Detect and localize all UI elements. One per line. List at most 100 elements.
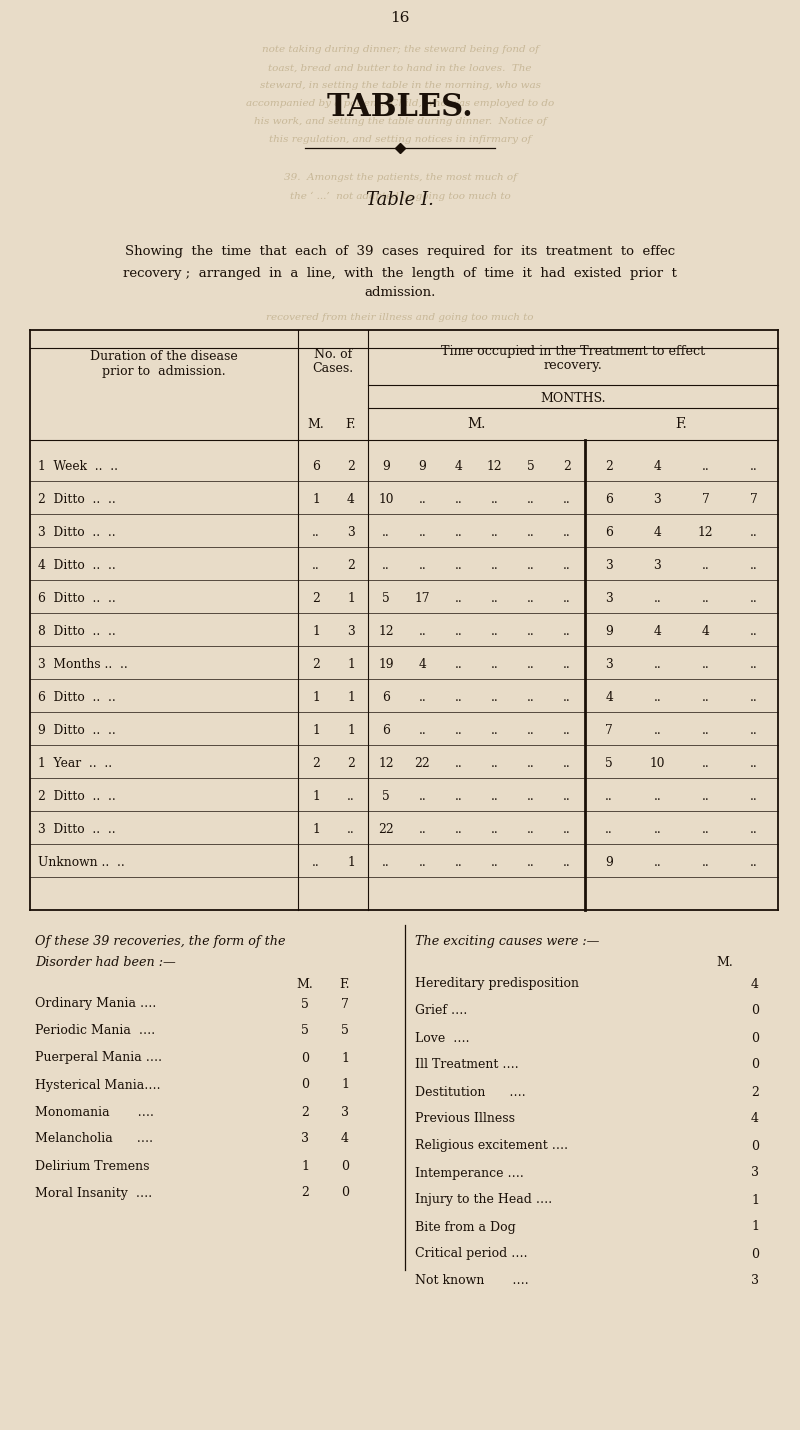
Text: Religious excitement ….: Religious excitement …. [415,1140,568,1153]
Text: 39.  Amongst the patients, the most much of: 39. Amongst the patients, the most much … [283,173,517,183]
Text: ..: .. [454,724,462,736]
Text: 12: 12 [378,756,394,769]
Text: ..: .. [563,857,570,869]
Text: 7: 7 [750,493,758,506]
Text: 3: 3 [751,1167,759,1180]
Text: ..: .. [490,658,498,671]
Text: The exciting causes were :—: The exciting causes were :— [415,935,599,948]
Text: 9: 9 [418,460,426,473]
Text: ..: .. [490,824,498,837]
Text: ..: .. [750,625,758,638]
Text: 5: 5 [382,592,390,605]
Text: 7: 7 [341,998,349,1011]
Text: 0: 0 [341,1187,349,1200]
Text: ..: .. [563,789,570,804]
Text: 1: 1 [347,691,355,704]
Text: 12: 12 [378,625,394,638]
Text: 0: 0 [341,1160,349,1173]
Text: ..: .. [527,756,534,769]
Text: 1: 1 [347,857,355,869]
Text: his work, and setting the table during dinner.  Notice of: his work, and setting the table during d… [254,117,546,126]
Text: Duration of the disease: Duration of the disease [90,350,238,363]
Text: ..: .. [490,691,498,704]
Text: 0: 0 [751,1140,759,1153]
Text: 4: 4 [454,460,462,473]
Text: 1: 1 [751,1220,759,1234]
Text: recovered from their illness and going too much to: recovered from their illness and going t… [266,313,534,323]
Text: this regulation, and setting notices in infirmary of: this regulation, and setting notices in … [269,136,531,144]
Text: prior to  admission.: prior to admission. [102,366,226,379]
Text: ..: .. [454,493,462,506]
Text: 3: 3 [606,592,613,605]
Text: ..: .. [702,756,710,769]
Text: ..: .. [347,789,355,804]
Text: ..: .. [418,857,426,869]
Text: 19: 19 [378,658,394,671]
Text: ..: .. [527,857,534,869]
Text: toast, bread and butter to hand in the loaves.  The: toast, bread and butter to hand in the l… [268,63,532,73]
Text: 3: 3 [606,559,613,572]
Text: Delirium Tremens: Delirium Tremens [35,1160,150,1173]
Text: 1: 1 [301,1160,309,1173]
Text: ..: .. [563,526,570,539]
Text: Periodic Mania  ….: Periodic Mania …. [35,1024,155,1038]
Text: 0: 0 [751,1004,759,1018]
Text: 1: 1 [751,1194,759,1207]
Text: 3  Ditto  ..  ..: 3 Ditto .. .. [38,824,116,837]
Text: 3: 3 [751,1274,759,1287]
Text: 3: 3 [654,559,662,572]
Text: ..: .. [527,789,534,804]
Text: Not known       ….: Not known …. [415,1274,529,1287]
Text: 4: 4 [654,460,662,473]
Text: 5: 5 [527,460,534,473]
Text: 6: 6 [382,691,390,704]
Text: 2: 2 [312,658,320,671]
Text: 3: 3 [654,493,662,506]
Text: ..: .. [490,625,498,638]
Text: ..: .. [654,592,662,605]
Text: 1: 1 [347,658,355,671]
Text: 6  Ditto  ..  ..: 6 Ditto .. .. [38,592,116,605]
Text: 2: 2 [312,756,320,769]
Text: M.: M. [717,957,734,970]
Text: admission.: admission. [364,286,436,299]
Text: ..: .. [606,824,613,837]
Text: 0: 0 [751,1058,759,1071]
Text: ..: .. [750,460,758,473]
Text: 8  Ditto  ..  ..: 8 Ditto .. .. [38,625,116,638]
Text: ..: .. [418,789,426,804]
Text: 1: 1 [312,724,320,736]
Text: ..: .. [312,559,320,572]
Text: F.: F. [346,418,356,430]
Text: ..: .. [654,857,662,869]
Text: Hysterical Mania….: Hysterical Mania…. [35,1078,161,1091]
Text: ..: .. [702,724,710,736]
Text: ..: .. [490,789,498,804]
Text: Ill Treatment ….: Ill Treatment …. [415,1058,518,1071]
Text: M.: M. [308,418,324,430]
Text: 1: 1 [312,625,320,638]
Text: 3: 3 [301,1133,309,1145]
Text: ..: .. [454,559,462,572]
Text: F.: F. [340,978,350,991]
Text: steward, in setting the table in the morning, who was: steward, in setting the table in the mor… [259,82,541,90]
Text: 4: 4 [702,625,710,638]
Text: Intemperance ….: Intemperance …. [415,1167,524,1180]
Text: ..: .. [490,857,498,869]
Text: 22: 22 [414,756,430,769]
Text: 12: 12 [486,460,502,473]
Text: 1: 1 [347,724,355,736]
Text: Injury to the Head ….: Injury to the Head …. [415,1194,552,1207]
Text: 1: 1 [341,1051,349,1064]
Text: F.: F. [676,418,687,430]
Text: ..: .. [750,526,758,539]
Text: Previous Illness: Previous Illness [415,1113,515,1125]
Text: ..: .. [454,625,462,638]
Text: 9: 9 [605,625,613,638]
Text: ..: .. [654,789,662,804]
Text: 0: 0 [751,1247,759,1260]
Text: note taking during dinner; the steward being fond of: note taking during dinner; the steward b… [262,46,538,54]
Text: ..: .. [750,592,758,605]
Text: ..: .. [750,691,758,704]
Text: 6  Ditto  ..  ..: 6 Ditto .. .. [38,691,116,704]
